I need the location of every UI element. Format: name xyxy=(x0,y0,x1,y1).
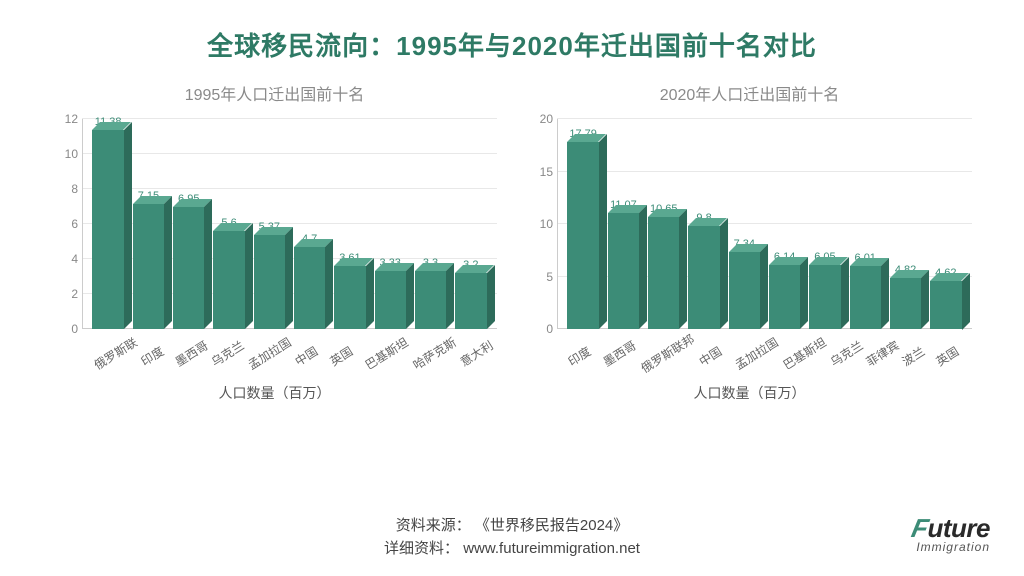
bar: 6.05 xyxy=(805,251,845,329)
charts-container: 1995年人口迁出国前十名 0 2 4 6 8 10 12 11.387.156.955.6… xyxy=(0,63,1024,403)
chart-2020-bars: 17.7911.0710.659.87.346.146.056.014.824.… xyxy=(563,119,966,329)
y-tick: 0 xyxy=(546,322,553,336)
y-tick: 6 xyxy=(71,217,78,231)
bar: 7.34 xyxy=(724,238,764,329)
footer: 资料来源： 《世界移民报告2024》 详细资料： www.futureimmig… xyxy=(0,515,1024,560)
chart-1995-plot: 024681012 11.387.156.955.65.374.73.613.3… xyxy=(82,119,497,329)
bar: 9.8 xyxy=(684,212,724,329)
chart-1995-yaxis: 024681012 xyxy=(52,119,82,329)
y-tick: 20 xyxy=(540,112,553,126)
y-tick: 10 xyxy=(65,147,78,161)
bar: 11.38 xyxy=(88,116,128,329)
chart-1995: 1995年人口迁出国前十名 0 2 4 6 8 10 12 11.387.156.955.6… xyxy=(52,81,497,403)
chart-1995-bars: 11.387.156.955.65.374.73.613.333.33.2 xyxy=(88,119,491,329)
bar: 11.07 xyxy=(603,199,643,329)
bar: 3.61 xyxy=(330,252,370,329)
y-tick: 12 xyxy=(65,112,78,126)
chart-2020-yaxis: 05101520 xyxy=(527,119,557,329)
axis-y xyxy=(82,119,83,329)
bar: 6.95 xyxy=(169,193,209,329)
bar: 17.79 xyxy=(563,128,603,329)
source-label: 资料来源： xyxy=(396,517,471,534)
bar: 4.62 xyxy=(926,267,966,330)
y-tick: 2 xyxy=(71,287,78,301)
bar: 5.37 xyxy=(249,221,289,329)
bar: 10.65 xyxy=(644,203,684,329)
bar: 3.2 xyxy=(451,259,491,329)
chart-2020-title: 2020年人口迁出国前十名 xyxy=(527,81,972,105)
source-value: 《世界移民报告2024》 xyxy=(475,517,628,534)
detail-label: 详细资料： xyxy=(384,540,459,557)
axis-y xyxy=(557,119,558,329)
bar: 4.82 xyxy=(885,264,925,329)
bar: 5.6 xyxy=(209,217,249,329)
chart-2020: 2020年人口迁出国前十名 05101520 17.7911.0710.659.… xyxy=(527,81,972,403)
y-tick: 8 xyxy=(71,182,78,196)
main-title: 全球移民流向：1995年与2020年迁出国前十名对比 xyxy=(0,0,1024,63)
y-tick: 10 xyxy=(540,217,553,231)
bar: 6.14 xyxy=(764,251,804,329)
brand-logo: Future Immigration xyxy=(912,513,990,554)
detail-value: www.futureimmigration.net xyxy=(463,540,640,557)
bar: 6.01 xyxy=(845,252,885,329)
bar: 3.33 xyxy=(370,257,410,329)
chart-2020-plot: 05101520 17.7911.0710.659.87.346.146.056… xyxy=(557,119,972,329)
bar: 4.7 xyxy=(289,233,329,329)
y-tick: 0 xyxy=(71,322,78,336)
y-tick: 15 xyxy=(540,165,553,179)
y-tick: 5 xyxy=(546,270,553,284)
chart-1995-xlabels: 俄罗斯联印度墨西哥乌克兰孟加拉国中国英国巴基斯坦哈萨克斯意大利 xyxy=(82,329,497,391)
chart-1995-title: 1995年人口迁出国前十名 xyxy=(52,81,497,105)
chart-2020-xlabels: 印度墨西哥俄罗斯联邦中国孟加拉国巴基斯坦乌克兰菲律宾波兰英国 xyxy=(557,329,972,391)
bar: 3.3 xyxy=(410,257,450,329)
y-tick: 4 xyxy=(71,252,78,266)
bar: 7.15 xyxy=(128,190,168,329)
